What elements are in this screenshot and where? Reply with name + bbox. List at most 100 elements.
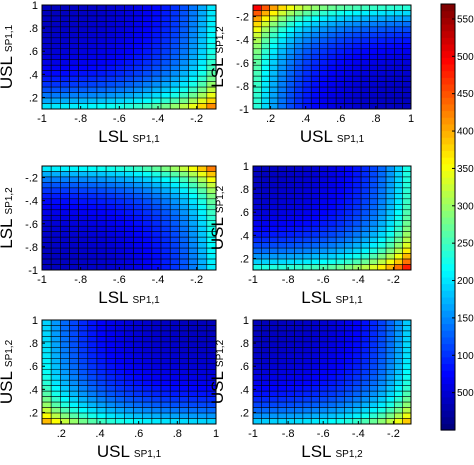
heatmap-cell: [142, 352, 153, 359]
heatmap-cell: [105, 325, 116, 332]
heatmap-cell: [60, 75, 70, 82]
heatmap-cell: [360, 15, 370, 22]
heatmap-cell: [96, 32, 107, 39]
heatmap-cell: [360, 358, 370, 365]
heatmap-cell: [344, 171, 354, 178]
heatmap-cell: [352, 401, 362, 408]
heatmap-cell: [335, 401, 345, 408]
colorbar-swatch: [441, 183, 455, 191]
heatmap-cell: [78, 70, 89, 77]
colorbar-tick-label: 1500: [457, 313, 474, 324]
heatmap-cell: [69, 32, 79, 39]
heatmap-cell: [60, 64, 70, 71]
x-tick-label: -.6: [113, 274, 126, 286]
heatmap-cell: [385, 21, 395, 28]
heatmap-cell: [206, 412, 217, 419]
heatmap-cell: [133, 396, 144, 403]
heatmap-cell: [169, 352, 180, 359]
heatmap-cell: [252, 86, 262, 93]
heatmap-cell: [369, 336, 379, 343]
heatmap-cell: [261, 368, 270, 376]
heatmap-cell: [352, 247, 362, 254]
x-tick-label: 1: [213, 428, 219, 440]
heatmap-cell: [385, 59, 395, 66]
heatmap-cell: [96, 220, 107, 227]
heatmap-cell: [335, 4, 345, 11]
heatmap-cell: [60, 242, 70, 249]
heatmap-cell: [269, 374, 279, 381]
heatmap-cell: [60, 59, 70, 66]
heatmap-cell: [402, 48, 412, 55]
heatmap-cell: [319, 171, 329, 178]
heatmap-cell: [377, 187, 387, 194]
heatmap-cell: [50, 385, 61, 392]
heatmap-cell: [360, 401, 370, 408]
heatmap-cell: [360, 182, 370, 189]
heatmap-cell: [87, 176, 98, 183]
heatmap-cell: [344, 43, 354, 50]
heatmap-cell: [369, 198, 379, 205]
x-tick-label: -.2: [387, 428, 400, 440]
heatmap-cell: [385, 81, 395, 88]
heatmap-cell: [369, 264, 379, 271]
heatmap-cell: [179, 10, 189, 17]
heatmap-cell: [124, 4, 134, 11]
heatmap-cell: [96, 75, 107, 82]
heatmap-cell: [197, 319, 208, 326]
heatmap-cell: [369, 368, 379, 376]
heatmap-cell: [179, 412, 189, 419]
heatmap-cell: [294, 4, 304, 11]
heatmap-cell: [327, 48, 337, 55]
heatmap-cell: [142, 225, 153, 232]
heatmap-cell: [310, 182, 320, 189]
colorbar-swatch: [441, 17, 455, 25]
heatmap-cell: [105, 236, 116, 243]
heatmap-cell: [261, 15, 270, 22]
heatmap-cell: [352, 347, 362, 354]
heatmap-cell: [277, 264, 287, 271]
heatmap-cell: [96, 26, 107, 33]
heatmap-cell: [360, 330, 370, 337]
heatmap-cell: [87, 37, 98, 44]
colorbar-tick-label: 5500: [457, 14, 474, 25]
heatmap-cell: [360, 363, 370, 370]
heatmap-cell: [50, 86, 61, 93]
heatmap-cell: [269, 352, 279, 359]
heatmap-cell: [133, 92, 144, 99]
heatmap-cell: [327, 75, 337, 82]
heatmap-cell: [302, 412, 312, 419]
heatmap-cell: [352, 368, 362, 376]
heatmap-cell: [402, 258, 412, 265]
colorbar-swatch: [441, 130, 455, 138]
heatmap-cell: [327, 86, 337, 93]
heatmap-cell: [285, 242, 295, 249]
heatmap-cell: [319, 236, 329, 243]
heatmap-cell: [160, 187, 171, 194]
heatmap-cell: [105, 187, 116, 194]
x-tick-label: .6: [336, 113, 345, 125]
heatmap-cell: [60, 412, 70, 419]
heatmap-cell: [96, 182, 107, 189]
heatmap-cell: [394, 97, 403, 104]
heatmap-cell: [151, 363, 162, 370]
heatmap-cell: [319, 330, 329, 337]
heatmap-cell: [277, 231, 287, 238]
heatmap-cell: [294, 43, 304, 50]
heatmap-cell: [285, 385, 295, 392]
y-tick-label: .8: [240, 338, 249, 350]
colorbar-swatch: [441, 236, 455, 245]
heatmap-cell: [142, 48, 153, 55]
heatmap-cell: [344, 10, 354, 17]
heatmap-cell: [385, 379, 395, 386]
heatmap-cell: [124, 198, 134, 205]
heatmap-cell: [302, 176, 312, 183]
heatmap-cell: [327, 325, 337, 332]
colorbar-swatch: [441, 210, 455, 218]
heatmap-cell: [169, 368, 180, 376]
heatmap-cell: [369, 81, 379, 88]
heatmap-cell: [302, 81, 312, 88]
heatmap-cell: [105, 165, 116, 172]
heatmap-cell: [179, 92, 189, 99]
heatmap-cell: [160, 214, 171, 222]
